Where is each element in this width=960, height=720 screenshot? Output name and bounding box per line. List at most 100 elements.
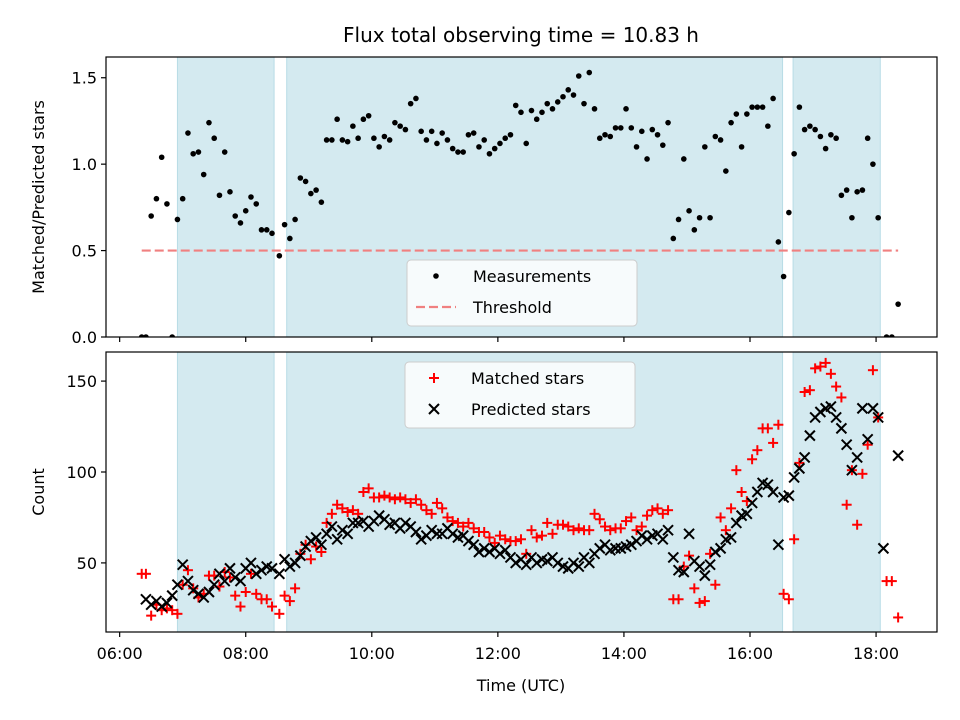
predicted-star-point — [520, 559, 532, 571]
predicted-star-point — [714, 542, 727, 555]
matched-star-point — [358, 487, 369, 497]
measurement-point — [723, 168, 729, 174]
predicted-star-point — [224, 562, 236, 575]
measurement-point — [749, 104, 755, 110]
measurement-point — [754, 104, 761, 110]
measurement-point — [402, 126, 409, 133]
legend-label: Measurements — [473, 267, 591, 286]
measurement-point — [565, 87, 572, 93]
predicted-star-point — [229, 571, 241, 584]
observing-interval-1-2 — [793, 352, 881, 632]
measurement-point — [575, 73, 582, 79]
measurement-point — [638, 128, 645, 135]
predicted-star-point — [187, 584, 199, 596]
predicted-star-point — [467, 539, 480, 551]
matched-star-point — [862, 439, 873, 450]
predicted-star-point — [804, 429, 816, 442]
matched-star-point — [589, 508, 600, 519]
measurement-point — [633, 144, 640, 150]
predicted-star-point — [373, 509, 385, 522]
measurement-point — [560, 93, 566, 100]
predicted-star-point — [176, 559, 189, 571]
legend-label: Matched stars — [471, 369, 584, 388]
measurement-point — [612, 125, 619, 131]
measurement-point — [528, 107, 535, 114]
measurement-point — [216, 192, 223, 199]
matched-star-point — [600, 521, 611, 532]
measurement-point — [523, 140, 530, 147]
y-tick-label: 100 — [66, 463, 97, 482]
measurement-point — [780, 273, 787, 280]
predicted-star-point — [772, 539, 785, 551]
measurement-point — [148, 213, 154, 219]
measurement-point — [174, 216, 181, 223]
matched-star-point — [468, 523, 479, 534]
predicted-star-point — [273, 568, 286, 580]
predicted-star-point — [399, 517, 412, 529]
matched-star-point — [515, 534, 526, 545]
measurement-point — [628, 125, 635, 131]
matched-star-point — [762, 423, 773, 434]
matched-star-point — [810, 363, 821, 374]
measurement-point — [854, 189, 860, 195]
matched-star-point — [410, 494, 421, 505]
matched-star-point — [521, 548, 532, 559]
matched-star-point — [799, 387, 810, 397]
predicted-star-point — [182, 575, 194, 587]
matched-star-point — [442, 512, 453, 523]
matched-star-point — [384, 492, 395, 503]
matched-star-point — [531, 532, 542, 543]
measurement-point — [533, 116, 540, 123]
matched-star-point — [479, 527, 490, 537]
measurement-point — [365, 112, 372, 119]
measurement-point — [355, 135, 361, 142]
matched-star-point — [563, 521, 574, 532]
measurement-point — [190, 150, 196, 157]
matched-star-point — [400, 494, 411, 505]
predicted-star-point — [793, 462, 806, 475]
chart-title: Flux total observing time = 10.83 h — [343, 23, 699, 47]
measurement-point — [269, 230, 275, 237]
matched-star-point — [484, 532, 495, 543]
predicted-star-point — [278, 553, 291, 565]
measurement-point — [728, 119, 734, 126]
measurement-point — [786, 209, 792, 216]
x-tick-label: 18:00 — [853, 644, 899, 663]
measurement-point — [318, 199, 325, 205]
measurement-point — [297, 175, 304, 181]
matched-star-point — [547, 528, 558, 539]
measurement-point — [707, 214, 713, 221]
matched-star-point — [426, 508, 437, 519]
measurement-point — [801, 126, 808, 133]
matched-star-point — [631, 525, 642, 536]
measurement-point — [237, 220, 244, 226]
measurement-point — [439, 130, 445, 136]
matched-star-point — [652, 503, 663, 514]
matched-star-point — [494, 530, 505, 541]
predicted-star-point — [219, 575, 231, 587]
legend-marker-matched — [429, 373, 439, 383]
measurement-point — [339, 137, 346, 143]
matched-star-point — [804, 385, 815, 396]
predicted-star-point — [266, 562, 278, 575]
predicted-star-point — [798, 451, 811, 464]
matched-star-point — [284, 596, 295, 607]
predicted-star-point — [892, 449, 904, 462]
matched-star-point — [326, 508, 337, 519]
legend: Matched stars Predicted stars — [404, 361, 636, 429]
measurement-point — [875, 214, 881, 221]
measurement-point — [253, 201, 260, 207]
matched-star-point — [568, 525, 579, 536]
measurement-point — [738, 144, 745, 150]
matched-star-point — [573, 523, 584, 534]
predicted-star-point — [341, 528, 354, 540]
measurement-point — [497, 140, 503, 147]
matched-star-point — [736, 487, 747, 497]
measurement-point — [759, 104, 766, 110]
matched-star-point — [266, 601, 277, 612]
legend-marker-predicted — [428, 403, 440, 415]
measurement-point — [302, 178, 309, 185]
measurement-point — [407, 100, 414, 107]
measurement-point — [329, 137, 335, 143]
predicted-star-point — [510, 557, 522, 569]
